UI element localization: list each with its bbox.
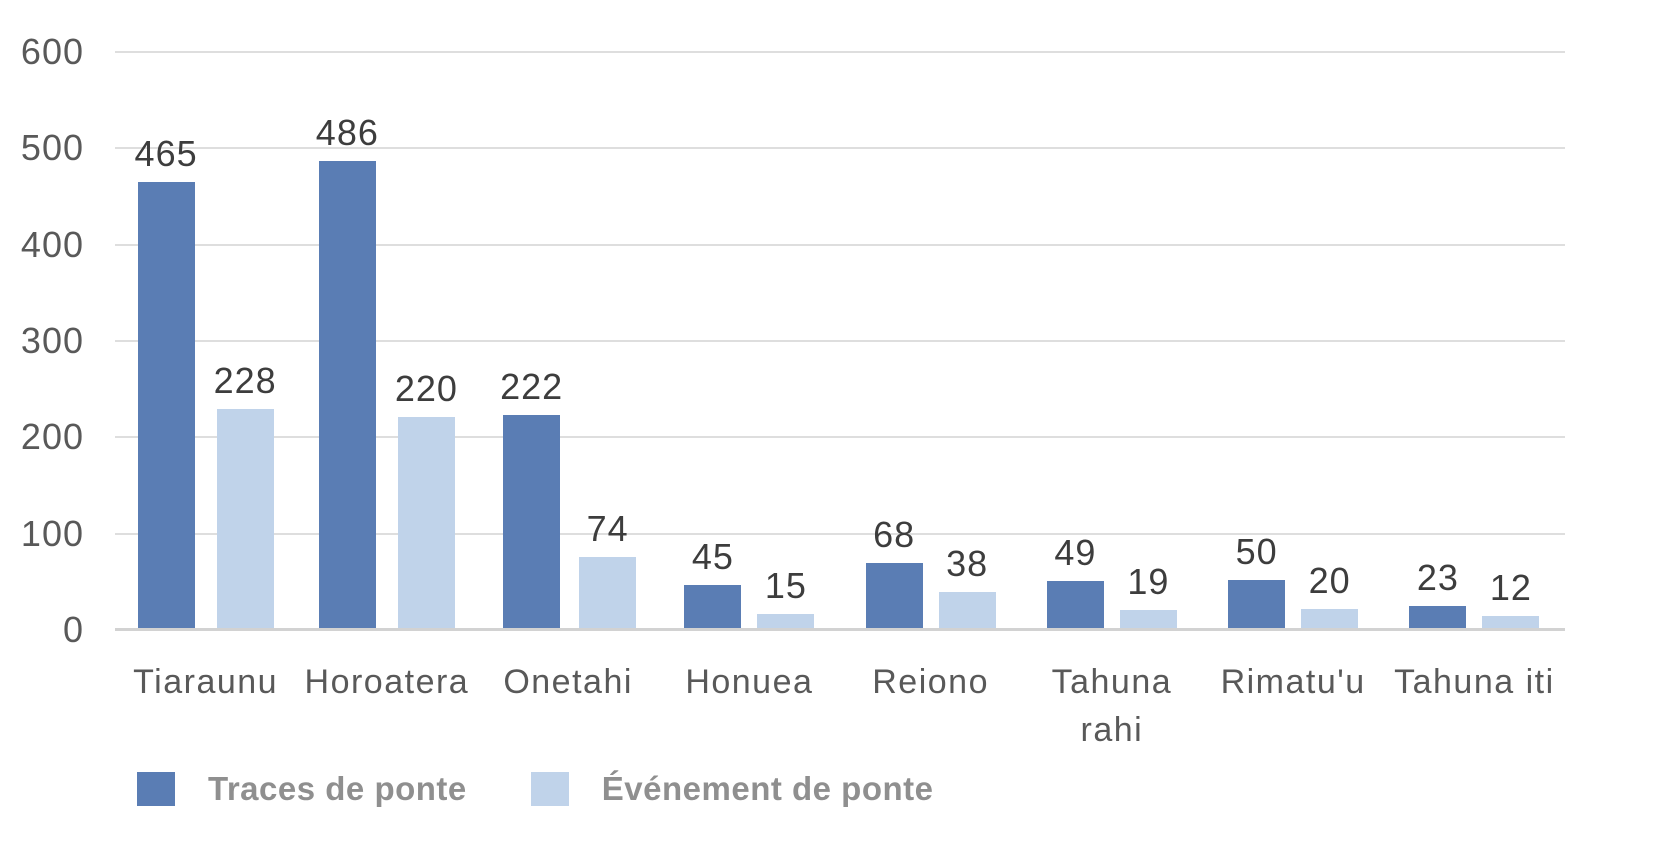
y-axis-tick-label: 300: [20, 320, 84, 361]
bar-group-honuea: 45 15: [659, 537, 840, 628]
bar-series-1: [318, 161, 376, 628]
bar-value-label: 19: [1127, 561, 1170, 602]
bar-group-horoatera: 486 220: [296, 113, 477, 628]
x-axis-category-label: Rimatu'u: [1220, 663, 1366, 701]
bar-series-2: [216, 409, 274, 628]
bar-series-1: [137, 182, 195, 628]
x-axis-category-label: Tiaraunu: [133, 663, 279, 701]
bar-group-reiono: 68 38: [840, 515, 1021, 628]
bar-column: 49: [1046, 532, 1104, 628]
y-axis-tick-label: 600: [20, 31, 84, 72]
legend-label: Traces de ponte: [208, 770, 467, 807]
legend-item-evenement-de-ponte: Événement de ponte: [530, 770, 934, 808]
bar-series-2: [938, 592, 996, 628]
bar-column: 465: [135, 134, 198, 628]
legend: Traces de ponte Événement de ponte: [137, 770, 934, 808]
y-axis-tick-label: 200: [20, 416, 84, 457]
bar-column: 20: [1301, 560, 1359, 628]
bar-column: 68: [865, 514, 923, 628]
bar-group-tahuna-rahi: 49 19: [1021, 533, 1202, 628]
bar-value-label: 220: [394, 368, 458, 409]
bar-value-label: 222: [500, 366, 564, 407]
bar-series-2: [579, 557, 637, 628]
bar-column: 38: [938, 543, 996, 628]
bar-column: 74: [579, 508, 637, 628]
bar-series-1: [684, 585, 742, 628]
bar-series-2: [1482, 616, 1540, 628]
bar-group-tahuna-iti: 23 12: [1384, 558, 1565, 628]
bar-value-label: 228: [213, 360, 277, 401]
x-axis-category-label: Onetahi: [503, 663, 633, 701]
legend-item-traces-de-ponte: Traces de ponte: [137, 770, 467, 808]
bar-value-label: 45: [691, 536, 734, 577]
gridline: [115, 147, 1565, 149]
bar-value-label: 38: [946, 543, 989, 584]
gridline: [115, 244, 1565, 246]
bar-value-label: 49: [1054, 532, 1097, 573]
legend-label: Événement de ponte: [601, 770, 934, 807]
gridline: [115, 340, 1565, 342]
bar-group-onetahi: 222 74: [478, 367, 659, 628]
bar-series-1: [1409, 606, 1467, 628]
bars-container: 465 228 486 220 222 74 45 15 68 38 49 19 50 20 23 12: [115, 52, 1565, 628]
x-axis-category-label: Tahuna iti: [1394, 663, 1555, 701]
y-axis-tick-label: 0: [62, 609, 84, 650]
bar-value-label: 50: [1235, 531, 1278, 572]
legend-swatch-icon: [530, 772, 569, 806]
bar-series-2: [757, 614, 815, 628]
bar-value-label: 23: [1416, 557, 1459, 598]
bar-series-1: [1046, 581, 1104, 628]
gridline: [115, 533, 1565, 535]
bar-column: 15: [757, 565, 815, 628]
bar-column: 220: [395, 369, 458, 628]
bar-series-1: [865, 563, 923, 628]
bar-column: 228: [214, 361, 277, 628]
bar-series-1: [1228, 580, 1286, 628]
bar-value-label: 68: [873, 514, 916, 555]
bar-value-label: 12: [1489, 567, 1532, 608]
bar-series-2: [1119, 610, 1177, 628]
gridline: [115, 436, 1565, 438]
bar-column: 23: [1409, 557, 1467, 628]
x-axis-category-label: Horoatera: [304, 663, 470, 701]
bar-column: 50: [1228, 531, 1286, 628]
x-axis-category-label: Reiono: [872, 663, 989, 701]
bar-column: 45: [684, 536, 742, 628]
bar-value-label: 15: [764, 565, 807, 606]
bar-column: 222: [500, 367, 563, 628]
x-axis-category-label: Tahuna rahi: [1051, 663, 1173, 749]
bar-series-2: [397, 417, 455, 628]
y-axis-tick-label: 500: [20, 127, 84, 168]
bar-column: 486: [316, 113, 379, 628]
bar-group-tiaraunu: 465 228: [115, 134, 296, 628]
x-axis-line: [115, 628, 1565, 631]
bar-column: 19: [1119, 561, 1177, 628]
bar-series-1: [503, 415, 561, 628]
y-axis-tick-label: 400: [20, 224, 84, 265]
legend-swatch-icon: [137, 772, 175, 806]
y-axis: 600 500 400 300 200 100 0: [0, 34, 84, 648]
bar-value-label: 486: [315, 112, 379, 153]
plot-area: 465 228 486 220 222 74 45 15 68 38 49 19 50 20 23 12: [115, 51, 1565, 631]
gridline: [115, 51, 1565, 53]
bar-value-label: 74: [586, 508, 629, 549]
bar-value-label: 465: [134, 133, 198, 174]
x-axis: Tiaraunu Horoatera Onetahi Honuea Reiono…: [115, 658, 1565, 754]
bar-group-rimatu'u: 50 20: [1203, 532, 1384, 628]
bar-series-2: [1301, 609, 1359, 628]
bar-value-label: 20: [1308, 560, 1351, 601]
x-axis-category-label: Honuea: [685, 663, 814, 701]
bar-column: 12: [1482, 567, 1540, 628]
y-axis-tick-label: 100: [20, 513, 84, 554]
